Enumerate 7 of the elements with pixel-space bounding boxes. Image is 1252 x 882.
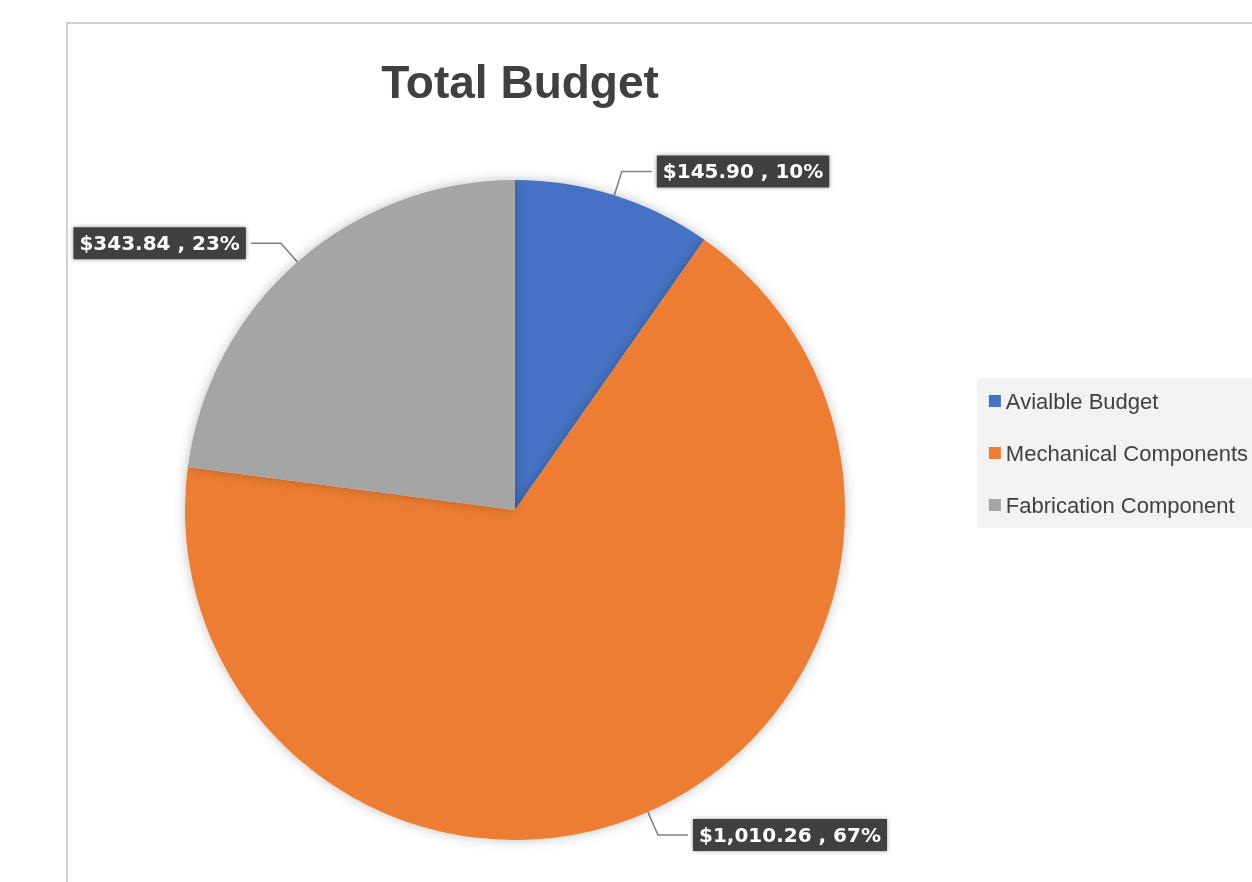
legend-label: Fabrication Component — [1005, 492, 1235, 518]
data-label: $1,010.26 , 67% — [698, 822, 882, 847]
data-label: $343.84 , 23% — [79, 231, 240, 256]
legend-label: Avialble Budget — [1005, 388, 1159, 414]
legend-label: Mechanical Components — [1005, 440, 1249, 466]
chart-title: Total Budget — [381, 56, 659, 108]
data-label: $145.90 , 10% — [662, 159, 824, 184]
